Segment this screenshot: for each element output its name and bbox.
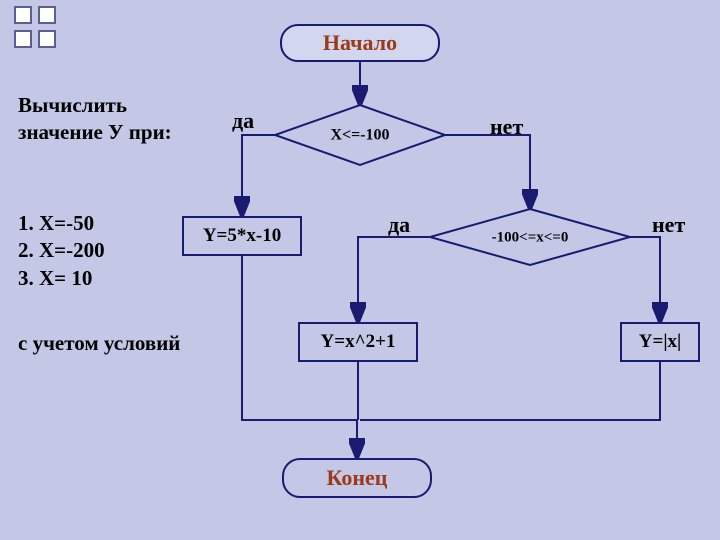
flow-end: Конец: [282, 458, 432, 498]
flow-process-1: Y=5*x-10: [182, 216, 302, 256]
task-footer: с учетом условий: [18, 330, 180, 357]
task-heading-text: Вычислить значение У при:: [18, 93, 172, 144]
proc1-label: Y=5*x-10: [203, 225, 281, 246]
task-footer-text: с учетом условий: [18, 331, 180, 355]
corner-box: [14, 30, 32, 48]
label-no-1: нет: [490, 114, 523, 140]
corner-box: [14, 6, 32, 24]
flow-decision-2: -100<=x<=0: [430, 209, 630, 265]
flow-start: Начало: [280, 24, 440, 62]
task-items: 1. Х=-50 2. Х=-200 3. Х= 10: [18, 210, 105, 292]
dec1-label: X<=-100: [330, 127, 389, 144]
label-yes-1: да: [232, 108, 254, 134]
task-item: 1. Х=-50: [18, 210, 105, 237]
task-item: 3. Х= 10: [18, 265, 105, 292]
end-label: Конец: [327, 465, 388, 490]
task-heading: Вычислить значение У при:: [18, 92, 188, 147]
task-item: 2. Х=-200: [18, 237, 105, 264]
flow-decision-1: X<=-100: [275, 105, 445, 165]
label-no-2: нет: [652, 212, 685, 238]
label-yes-2: да: [388, 212, 410, 238]
corner-box: [38, 6, 56, 24]
flow-process-2: Y=x^2+1: [298, 322, 418, 362]
corner-box: [38, 30, 56, 48]
start-label: Начало: [323, 30, 397, 55]
proc3-label: Y=|x|: [639, 331, 681, 352]
flow-process-3: Y=|x|: [620, 322, 700, 362]
proc2-label: Y=x^2+1: [321, 331, 396, 352]
dec2-label: -100<=x<=0: [492, 229, 569, 245]
diagram-canvas: Вычислить значение У при: 1. Х=-50 2. Х=…: [0, 0, 720, 540]
